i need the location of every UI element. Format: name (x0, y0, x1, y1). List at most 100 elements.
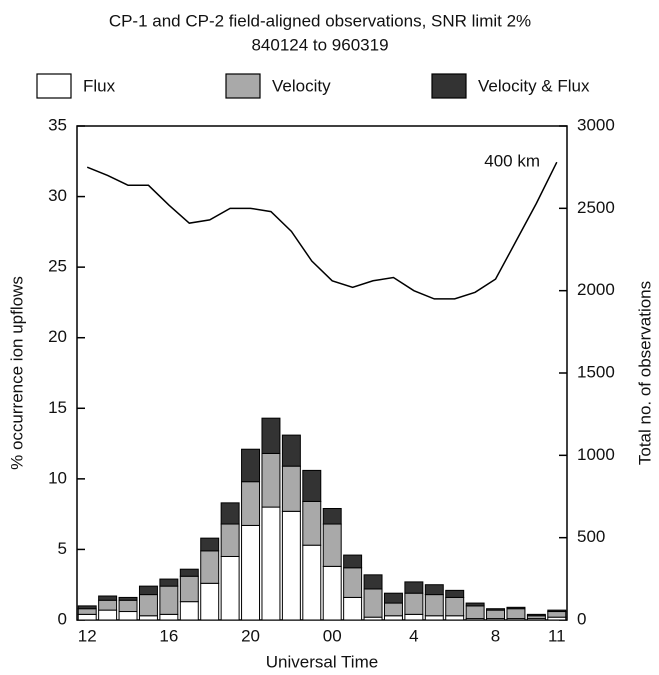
bar-segment (343, 554, 363, 569)
y2-tick-label: 1000 (577, 445, 615, 464)
y2-tick-label: 2000 (577, 280, 615, 299)
chart-title: CP-1 and CP-2 field-aligned observations… (109, 11, 531, 30)
bar-segment (383, 592, 403, 604)
bar-segment (302, 544, 322, 621)
bar-segment (465, 605, 485, 620)
bar-segment (322, 565, 342, 621)
chart-subtitle: 840124 to 960319 (251, 35, 388, 54)
y-axis-label: % occurrence ion upflows (7, 276, 26, 470)
bar-segment (445, 589, 465, 598)
bar-segment (322, 507, 342, 525)
bar-segment (220, 523, 240, 557)
x-axis-label: Universal Time (266, 652, 378, 671)
x-tick-label: 20 (241, 626, 260, 645)
bar-segment (281, 465, 301, 512)
bar-segment (261, 417, 281, 454)
bar-segment (241, 448, 261, 483)
bar-segment (77, 608, 97, 615)
x-tick-label: 4 (409, 626, 418, 645)
bar-segment (98, 609, 118, 621)
plot-frame (76, 125, 568, 621)
bar-segment (118, 611, 138, 621)
bar-segment (118, 599, 138, 613)
bar-segment (138, 615, 158, 621)
bar-segment (404, 592, 424, 615)
bar-segment (547, 609, 567, 613)
bar-segment (302, 500, 322, 546)
x-tick-label: 11 (548, 626, 566, 645)
bar-segment (241, 481, 261, 526)
bar-segment (200, 582, 220, 621)
y2-axis-label: Total no. of observations (635, 281, 654, 465)
bar-segment (179, 601, 199, 621)
x-tick-label: 16 (159, 626, 178, 645)
y-tick-label: 20 (48, 327, 67, 346)
bar-segment (445, 615, 465, 621)
y-tick-label: 5 (58, 539, 67, 558)
bar-segment (363, 574, 383, 590)
bar-segment (445, 596, 465, 617)
bar-segment (506, 608, 526, 620)
bar-segment (138, 594, 158, 617)
bar-segment (159, 613, 179, 621)
bar-segment (404, 613, 424, 621)
bar-segment (118, 596, 138, 601)
bar-segment (281, 510, 301, 621)
legend-label: Velocity (272, 76, 331, 95)
y-tick-label: 30 (48, 186, 67, 205)
bar-segment (526, 613, 546, 617)
y-tick-label: 10 (48, 468, 67, 487)
bar-segment (98, 595, 118, 601)
bar-segment (220, 555, 240, 621)
bar-segment (383, 602, 403, 617)
bar-segment (281, 434, 301, 467)
bar-segment (302, 469, 322, 502)
legend-swatch (36, 73, 72, 99)
bar-segment (179, 575, 199, 603)
y-tick-label: 15 (48, 398, 67, 417)
bar-segment (261, 506, 281, 621)
line-series (86, 161, 558, 300)
y2-tick-label: 1500 (577, 362, 615, 381)
bar-segment (322, 523, 342, 567)
bar-segment (343, 567, 363, 598)
bar-segment (486, 609, 506, 620)
y2-tick-label: 0 (577, 609, 586, 628)
bar-segment (98, 599, 118, 611)
bar-segment (241, 524, 261, 621)
bar-segment (424, 594, 444, 617)
legend-label: Flux (83, 76, 116, 95)
y-tick-label: 0 (58, 609, 67, 628)
bar-segment (261, 452, 281, 508)
bar-segment (404, 581, 424, 594)
bar-segment (424, 615, 444, 621)
bar-segment (77, 613, 97, 621)
bar-segment (465, 602, 485, 607)
y-tick-label: 25 (48, 257, 67, 276)
bar-segment (179, 568, 199, 577)
bar-segment (220, 502, 240, 525)
bar-segment (424, 584, 444, 596)
x-tick-label: 00 (323, 626, 342, 645)
bar-segment (159, 578, 179, 587)
bar-segment (159, 585, 179, 615)
legend-swatch (431, 73, 467, 99)
line-label: 400 km (484, 151, 540, 170)
bar-segment (506, 606, 526, 610)
y2-tick-label: 2500 (577, 198, 615, 217)
bar-segment (200, 550, 220, 584)
bar-segment (200, 537, 220, 552)
bar-segment (383, 615, 403, 621)
bar-segment (343, 596, 363, 621)
legend-swatch (225, 73, 261, 99)
bar-segment (138, 585, 158, 596)
bar-segment (77, 605, 97, 610)
bar-segment (363, 588, 383, 618)
bar-segment (547, 611, 567, 618)
bar-segment (486, 608, 506, 611)
x-tick-label: 8 (491, 626, 500, 645)
y-tick-label: 35 (48, 115, 67, 134)
x-tick-label: 12 (78, 626, 97, 645)
y2-tick-label: 500 (577, 527, 605, 546)
